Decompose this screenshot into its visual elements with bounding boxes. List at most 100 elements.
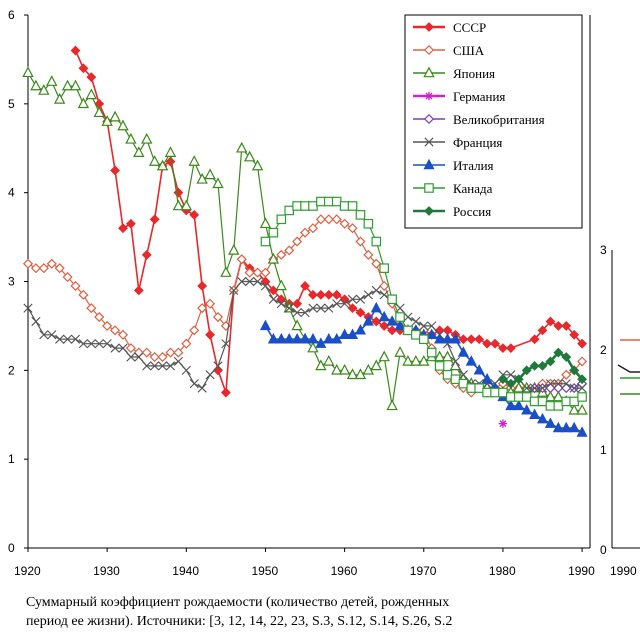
data-point-0-60: [561, 321, 572, 331]
data-point-6-12: [354, 324, 366, 335]
data-point-7-26: [466, 383, 477, 393]
data-point-6-7: [315, 337, 327, 348]
data-point-0-10: [149, 214, 160, 225]
data-point-1-23: [205, 298, 216, 309]
data-point-7-22: [434, 361, 445, 371]
y-tick-label-2: 2: [8, 363, 15, 377]
data-point-0-38: [371, 316, 382, 327]
legend-label-3: Германия: [453, 89, 505, 104]
data-point-2-13: [125, 132, 137, 144]
chart-axes: 0 1 2 3 4 5 6 1920 1930 1940 1950 1960 1970 1980 1990: [8, 8, 595, 578]
data-point-5-35: [300, 308, 310, 318]
data-point-2-2: [38, 84, 50, 95]
data-point-2-25: [220, 266, 232, 277]
data-point-5-11: [110, 343, 120, 353]
data-point-2-6: [69, 79, 82, 91]
data-point-5-36: [308, 303, 318, 313]
data-point-6-0: [259, 319, 271, 331]
data-point-0-7: [125, 218, 136, 229]
data-point-8-7: [553, 347, 564, 358]
data-point-7-9: [331, 196, 342, 207]
y-tick-label-4: 4: [8, 186, 15, 200]
x-tick-label-1940: 1940: [172, 564, 199, 578]
legend-label-2: Япония: [453, 66, 495, 81]
data-point-7-12: [355, 210, 366, 220]
data-point-1-32: [276, 249, 287, 260]
data-point-5-23: [205, 370, 215, 380]
y-tick-label-6: 6: [8, 8, 15, 22]
legend-label-5: Франция: [453, 135, 502, 150]
data-point-5-22: [197, 383, 207, 393]
data-point-5-63: [522, 383, 532, 393]
data-point-7-20: [418, 334, 429, 345]
data-point-5-1: [31, 316, 41, 327]
legend-swatch-marker-0: [424, 22, 434, 32]
data-point-1-39: [331, 214, 342, 225]
data-point-1-18: [165, 347, 176, 358]
data-point-1-28: [244, 267, 255, 278]
data-point-8-9: [569, 365, 580, 376]
data-point-2-24: [212, 177, 224, 189]
data-point-2-53: [441, 350, 454, 362]
data-point-5-37: [316, 303, 326, 313]
data-point-8-0: [498, 374, 508, 385]
data-point-5-64: [530, 383, 540, 393]
data-point-0-25: [268, 285, 279, 296]
data-point-0-30: [308, 289, 318, 300]
data-point-7-18: [403, 325, 413, 336]
data-point-5-12: [118, 343, 128, 353]
data-point-7-34: [529, 396, 540, 407]
data-point-2-47: [394, 346, 406, 357]
data-point-6-8: [323, 332, 335, 344]
data-point-5-15: [142, 361, 152, 371]
data-point-1-10: [102, 320, 113, 331]
data-point-2-26: [228, 243, 240, 255]
data-point-2-21: [188, 155, 200, 166]
data-point-2-69: [568, 403, 580, 415]
data-point-1-21: [189, 325, 200, 336]
data-point-6-4: [291, 332, 303, 344]
data-point-6-16: [386, 315, 398, 326]
chart-series: [22, 45, 588, 437]
data-point-6-17: [394, 319, 406, 331]
data-point-0-52: [482, 338, 493, 349]
data-point-0-2: [86, 72, 97, 83]
data-point-0-29: [300, 281, 310, 291]
data-point-1-5: [62, 272, 73, 283]
data-point-0-51: [474, 334, 485, 345]
data-point-0-56: [529, 334, 540, 345]
data-point-0-6: [118, 223, 128, 234]
data-point-2-46: [386, 399, 398, 411]
data-point-2-30: [259, 217, 272, 229]
x-tick-label-1950: 1950: [251, 564, 278, 578]
series-1: [22, 214, 588, 398]
legend-label-1: США: [453, 43, 485, 58]
data-point-0-39: [379, 321, 390, 331]
data-point-5-17: [157, 361, 168, 371]
data-point-1-27: [236, 254, 247, 265]
data-point-6-34: [529, 408, 541, 419]
caption-line-1: Суммарный коэффициент рождаемости (колич…: [26, 595, 450, 610]
data-point-6-33: [521, 404, 533, 415]
data-point-2-29: [251, 159, 264, 171]
data-point-2-40: [338, 363, 351, 375]
data-point-6-5: [299, 332, 311, 344]
data-point-7-29: [490, 387, 500, 398]
data-point-2-62: [513, 381, 525, 393]
data-point-1-17: [157, 351, 168, 363]
data-point-0-32: [323, 289, 334, 300]
data-point-6-22: [434, 332, 446, 344]
data-point-1-20: [181, 338, 192, 349]
data-point-1-68: [561, 369, 572, 380]
legend-label-0: СССР: [453, 20, 486, 35]
data-point-5-2: [39, 330, 49, 340]
data-point-1-6: [70, 280, 81, 291]
data-point-1-36: [307, 223, 319, 234]
data-point-7-21: [426, 347, 437, 358]
data-point-7-39: [569, 396, 579, 407]
data-point-6-10: [339, 328, 351, 339]
data-point-0-9: [141, 249, 152, 260]
data-point-7-15: [379, 263, 389, 273]
data-point-7-7: [316, 196, 326, 207]
data-point-1-38: [323, 214, 334, 225]
